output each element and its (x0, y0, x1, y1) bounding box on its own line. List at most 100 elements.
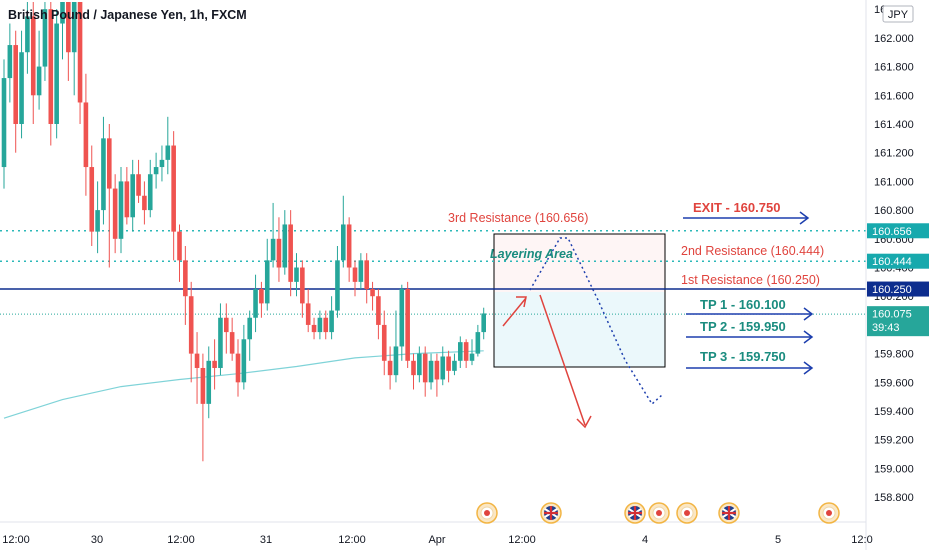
price-badge-countdown: 39:43 (872, 322, 900, 334)
candle-body-71 (417, 353, 422, 376)
event-dot-6 (826, 510, 832, 516)
candle-body-22 (130, 174, 135, 218)
candle-body-66 (387, 360, 393, 376)
price-badge-label-1: 160.444 (872, 256, 912, 268)
x-tick-label-7: 4 (642, 534, 648, 546)
candle-body-53 (311, 324, 317, 333)
entry-arrow-up (502, 297, 527, 327)
candle-body-54 (317, 317, 323, 333)
candle-body-47 (276, 238, 282, 268)
exit-label: EXIT - 160.750 (693, 200, 780, 215)
economic-events-row (476, 502, 840, 524)
currency-badge[interactable] (882, 5, 914, 23)
candle-body-6 (36, 66, 42, 96)
time-axis[interactable]: 12:00 30 12:00 31 12:00 Apr 12:00 4 5 12:0 (2, 534, 872, 546)
candle-body-58 (341, 224, 346, 261)
candle-body-82 (481, 313, 486, 333)
y-tick-label-2: 161.800 (874, 62, 914, 74)
flag-uk-cross-1 (544, 506, 558, 520)
candle-body-39 (229, 332, 235, 354)
candle-body-80 (469, 353, 475, 361)
price-badge-label-0: 160.656 (872, 226, 912, 238)
candle-body-36 (212, 360, 217, 368)
x-tick-label-5: Apr (428, 534, 445, 546)
price-badge-0 (867, 223, 929, 239)
candle-body-4 (25, 16, 30, 53)
candle-body-30 (177, 231, 182, 261)
candle-body-65 (381, 324, 387, 361)
x-tick-label-0: 12:00 (2, 534, 30, 546)
candle-body-67 (393, 346, 399, 376)
candle-body-37 (218, 317, 223, 368)
tp1-label: TP 1 - 160.100 (700, 297, 786, 312)
candle-body-81 (475, 332, 481, 354)
price-badge-2 (867, 281, 929, 297)
candle-body-26 (153, 167, 159, 175)
price-badge-1 (867, 253, 929, 269)
x-tick-label-8: 5 (775, 534, 781, 546)
x-tick-label-4: 12:00 (338, 534, 366, 546)
event-dot-0 (484, 510, 490, 516)
candle-body-12 (71, 2, 77, 53)
layering-area-support-zone (494, 292, 665, 367)
y-tick-label-13: 159.600 (874, 377, 914, 389)
candle-body-21 (124, 181, 130, 218)
price-levels (0, 230, 866, 315)
x-tick-label-3: 31 (260, 534, 272, 546)
candle-body-55 (323, 317, 329, 333)
y-tick-label-6: 161.000 (874, 176, 914, 188)
event-dot-3 (656, 510, 662, 516)
candlestick-series (1, 2, 486, 462)
y-tick-label-3: 161.600 (874, 90, 914, 102)
price-badge-3 (867, 306, 929, 337)
candle-body-7 (42, 9, 48, 67)
candle-body-56 (329, 310, 334, 333)
y-tick-label-16: 159.000 (874, 463, 914, 475)
entry-arrow-up-head (516, 296, 527, 308)
candle-body-42 (247, 317, 252, 340)
candle-body-72 (422, 353, 428, 383)
candle-body-11 (66, 2, 71, 53)
y-tick-label-5: 161.200 (874, 148, 914, 160)
candle-body-31 (183, 260, 188, 297)
candle-body-78 (458, 342, 463, 361)
candle-body-60 (352, 267, 358, 282)
candle-body-63 (370, 289, 375, 297)
event-dot-4 (684, 510, 690, 516)
candle-body-76 (446, 356, 451, 371)
y-tick-label-15: 159.200 (874, 435, 914, 447)
candle-body-2 (13, 45, 18, 124)
layering-area-box (493, 233, 666, 368)
candle-body-70 (411, 360, 416, 376)
projected-path-dotted (529, 237, 663, 406)
tp3-label: TP 3 - 159.750 (700, 349, 786, 364)
candle-body-3 (19, 52, 24, 124)
candle-body-73 (428, 360, 434, 383)
candle-body-61 (358, 260, 364, 282)
candle-body-48 (282, 224, 288, 268)
candle-body-13 (77, 2, 83, 103)
candle-body-57 (335, 260, 340, 311)
y-tick-label-12: 159.800 (874, 349, 914, 361)
candle-body-41 (241, 339, 247, 383)
x-tick-label-1: 30 (91, 534, 103, 546)
candle-body-62 (364, 260, 369, 290)
tp2-label: TP 2 - 159.950 (700, 319, 786, 334)
candle-body-18 (107, 138, 112, 189)
candle-body-40 (235, 353, 241, 383)
y-tick-label-14: 159.400 (874, 406, 914, 418)
exit-arrow (683, 211, 810, 225)
flag-uk-cross-2 (628, 506, 642, 520)
flag-uk-cross-5 (722, 506, 736, 520)
candle-body-17 (101, 138, 106, 211)
candle-body-49 (288, 224, 293, 282)
candle-body-34 (200, 367, 206, 404)
candle-body-50 (294, 267, 299, 282)
candle-body-45 (264, 260, 270, 304)
candle-body-38 (224, 317, 229, 333)
x-tick-label-6: 12:00 (508, 534, 536, 546)
drop-arrow (539, 294, 586, 426)
candle-body-16 (95, 210, 100, 232)
third-resistance-label: 3rd Resistance (160.656) (448, 211, 588, 225)
